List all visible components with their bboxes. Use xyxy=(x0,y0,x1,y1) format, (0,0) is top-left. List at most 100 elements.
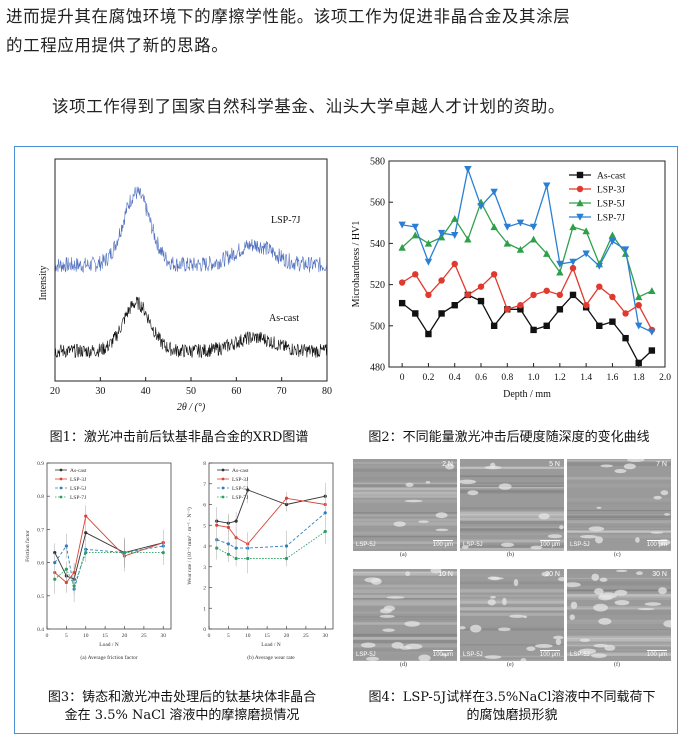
hardness-point xyxy=(543,250,551,257)
sem-scale-bar: 100 μm xyxy=(432,650,453,658)
hardness-point xyxy=(582,302,590,309)
hardness-point xyxy=(425,291,432,299)
wear-xtick-label: 15 xyxy=(264,633,270,639)
xrd-series-lsp7j xyxy=(54,186,328,274)
hardness-point xyxy=(424,239,433,247)
wear-xtick-label: 10 xyxy=(245,633,251,639)
hardness-line xyxy=(401,293,653,364)
sem-image-5: 20 N LSP-5J 100 μm xyxy=(460,569,564,661)
wear-legend-label: LSP-3J xyxy=(232,477,249,483)
hardness-point xyxy=(530,326,537,334)
hardness-point xyxy=(556,268,564,276)
wear-ytick-label: 0 xyxy=(203,627,206,633)
hardness-point xyxy=(398,299,406,307)
friction-point xyxy=(64,580,68,585)
sem-image-2: 5 N LSP-5J 100 μm xyxy=(460,459,564,551)
wear-ytick-label: 6 xyxy=(203,503,206,509)
hardness-point xyxy=(411,231,419,239)
wear-line xyxy=(216,497,326,545)
sem-texture xyxy=(567,569,671,658)
wear-point xyxy=(284,496,289,500)
wear-xtick-label: 5 xyxy=(227,633,230,639)
hardness-xtick-label: 1.8 xyxy=(633,373,645,383)
hardness-point xyxy=(576,213,584,221)
sem-load-label: 20 N xyxy=(545,571,560,578)
friction-plot-area xyxy=(46,462,172,630)
friction-point xyxy=(122,551,127,555)
hardness-point xyxy=(569,291,577,299)
hardness-point xyxy=(622,334,629,342)
hardness-point xyxy=(517,306,524,313)
hardness-point xyxy=(464,291,472,299)
hardness-ytick-label: 500 xyxy=(370,321,385,332)
wear-point xyxy=(226,542,230,546)
wear-ytick-label: 2 xyxy=(203,586,206,592)
wear-point xyxy=(226,525,230,529)
hardness-point xyxy=(438,277,445,284)
hardness-ytick-label: 580 xyxy=(370,157,385,168)
hardness-point xyxy=(635,322,643,330)
sem-texture xyxy=(460,462,564,551)
wear-xtick-label: 25 xyxy=(303,633,309,639)
wear-xlabel: Load / N xyxy=(261,642,281,648)
hardness-point xyxy=(398,221,406,229)
hardness-xlabel: Depth / mm xyxy=(503,389,551,400)
friction-ytick-label: 0.8 xyxy=(37,494,44,500)
sem-image-grid: 2 N LSP-5J 100 μm (a) 5 N LSP-5J 100 μm (b) 7 N L… xyxy=(353,459,671,677)
hardness-legend-label: LSP-3J xyxy=(597,186,625,196)
friction-line xyxy=(54,515,164,584)
hardness-point xyxy=(543,182,551,190)
wear-ytick-label: 1 xyxy=(203,606,206,612)
friction-line xyxy=(54,552,164,587)
friction-xtick-label: 25 xyxy=(141,633,147,639)
hardness-xtick-label: 0.4 xyxy=(449,373,461,383)
wear-point xyxy=(246,488,250,492)
wear-line xyxy=(216,489,326,524)
friction-ytick-label: 0.5 xyxy=(37,594,44,600)
hardness-point xyxy=(490,188,498,196)
friction-series-lsp-3j xyxy=(53,505,165,593)
hardness-point xyxy=(543,287,550,294)
friction-xtick-label: 15 xyxy=(102,633,108,639)
hardness-point xyxy=(582,227,590,235)
friction-xtick-label: 10 xyxy=(83,633,89,639)
xrd-ylabel: Intensity xyxy=(38,266,49,301)
xrd-xtick-label: 40 xyxy=(141,386,151,397)
friction-subtitle: (a) Average friction factor xyxy=(80,654,137,661)
wear-point xyxy=(234,519,238,523)
fig3-caption-line2: 金在 3.5% NaCl 溶液中的摩擦磨损情况 xyxy=(64,708,300,723)
wear-legend-label: As-cast xyxy=(232,468,249,474)
friction-legend-label: LSP-5J xyxy=(70,486,87,492)
sem-sample-label: LSP-5J xyxy=(356,652,376,658)
hardness-point xyxy=(398,279,406,286)
sem-sample-label: LSP-5J xyxy=(463,652,483,658)
friction-legend: As-cast LSP-3J LSP-5J LSP-7J xyxy=(55,468,87,501)
friction-series-lsp-7j xyxy=(53,538,165,595)
hardness-line xyxy=(402,166,653,333)
hardness-point xyxy=(609,293,616,301)
wear-xtick-label: 0 xyxy=(208,633,211,639)
sem-texture xyxy=(460,571,564,661)
hardness-point xyxy=(477,283,485,290)
friction-xtick-label: 20 xyxy=(122,633,128,639)
friction-xlabel: Load / N xyxy=(99,642,119,648)
hardness-point xyxy=(569,264,577,272)
article-paragraph-2: 的工程应用提供了新的思路。 xyxy=(6,36,229,55)
xrd-label-lsp7j: LSP-7J xyxy=(271,215,301,226)
hardness-point xyxy=(451,231,459,239)
friction-point xyxy=(84,514,88,518)
hardness-point xyxy=(596,322,603,329)
wear-subtitle: (b) Average wear rate xyxy=(247,654,295,661)
wear-legend-label: LSP-7J xyxy=(232,495,249,501)
sem-sample-label: LSP-5J xyxy=(356,542,376,548)
sem-image-6: 30 N LSP-5J 100 μm xyxy=(567,569,671,661)
hardness-point xyxy=(517,302,524,309)
hardness-point xyxy=(595,262,603,270)
hardness-point xyxy=(608,231,617,239)
fig2-caption: 图2：不同能量激光冲击后硬度随深度的变化曲线 xyxy=(368,430,650,445)
hardness-point xyxy=(648,287,656,294)
friction-legend-label: As-cast xyxy=(70,468,87,474)
fig4-caption-line2: 的腐蚀磨损形貌 xyxy=(466,708,558,723)
wear-ylabel: Wear rate / (10⁻⁵ mm³ · m⁻¹ · N⁻¹) xyxy=(186,507,193,585)
